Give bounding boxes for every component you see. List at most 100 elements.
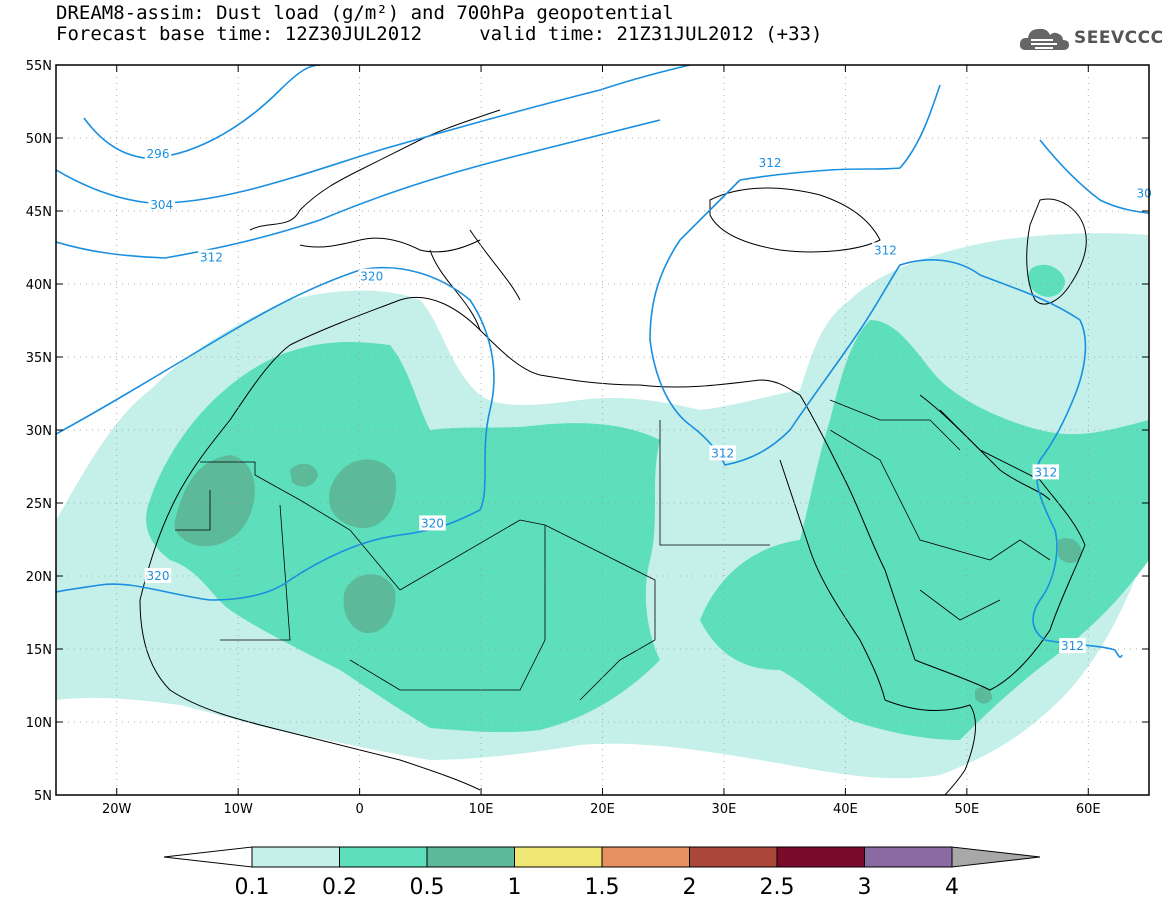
coastline-west-africa — [139, 344, 481, 791]
dust-medium-arabia — [700, 320, 1149, 740]
colorbar-segment — [864, 846, 953, 868]
contour-312-west — [56, 119, 661, 259]
lat-tick-label: 45N — [26, 205, 52, 220]
colorbar-segment — [339, 846, 428, 868]
lon-tick-label: 40E — [833, 802, 858, 817]
lat-tick-label: 30N — [26, 424, 52, 439]
colorbar-label: 0.2 — [322, 875, 357, 900]
contour-label: 312 — [1061, 639, 1084, 653]
contour-320-west — [56, 266, 495, 601]
dust-medium-sahara — [146, 342, 660, 733]
dust-dark-algeria-1 — [290, 463, 318, 487]
contour-label-bg — [1032, 464, 1060, 480]
coastline-north-africa — [289, 296, 801, 396]
contour-label: 320 — [421, 516, 444, 530]
geopotential-contours — [56, 65, 1149, 658]
dust-medium-caspian — [1028, 264, 1065, 297]
coastline-red-sea — [779, 394, 916, 701]
lat-tick-label: 35N — [26, 351, 52, 366]
coastline-horn-africa — [884, 699, 976, 795]
contour-label: 304 — [150, 198, 173, 212]
lon-tick-label: 20E — [590, 802, 615, 817]
lon-tick-label: 10E — [469, 802, 494, 817]
title-line-2: Forecast base time: 12Z30JUL2012 valid t… — [56, 23, 823, 45]
contour-label-bg — [419, 515, 446, 531]
contour-label-bg — [144, 568, 172, 583]
colorbar-label: 3 — [858, 875, 872, 900]
coastline-europe — [249, 109, 521, 331]
lon-tick-label: 10W — [223, 802, 253, 817]
contour-label-bg — [358, 268, 386, 284]
dust-dark-areas — [174, 455, 1082, 704]
contour-label: 312 — [200, 251, 223, 265]
contour-label: 312 — [1034, 465, 1057, 479]
contour-label-bg — [709, 445, 736, 461]
contour-296 — [83, 65, 321, 159]
colorbar-label: 0.1 — [235, 875, 270, 900]
colorbar-label: 1.5 — [585, 875, 620, 900]
lat-tick-label: 15N — [26, 643, 52, 658]
contour-label: 320 — [360, 270, 383, 284]
lat-tick-label: 20N — [26, 570, 52, 585]
colorbar-label: 2.5 — [760, 875, 795, 900]
colorbar-segment — [514, 846, 603, 868]
dust-dark-algeria-2 — [329, 459, 396, 529]
seevccc-logo: SEEVCCC — [1018, 20, 1164, 56]
colorbar-label: 1 — [508, 875, 522, 900]
colorbar-over-triangle — [951, 846, 1041, 868]
contour-label: 30 — [1137, 186, 1152, 200]
coastlines — [139, 109, 1087, 795]
dust-medium-areas — [146, 264, 1149, 740]
grid-lines — [56, 65, 1149, 795]
contour-label: 296 — [147, 147, 170, 161]
lon-tick-label: 20W — [102, 802, 132, 817]
contour-312-mideast — [649, 84, 1123, 658]
contour-label-bg — [148, 197, 175, 213]
lat-tick-label: 5N — [34, 789, 52, 804]
coastline-black-sea — [709, 187, 881, 253]
contour-label-bg — [1059, 638, 1086, 654]
lat-tick-label: 10N — [26, 716, 52, 731]
contour-label: 312 — [759, 156, 782, 170]
cloud-icon — [1019, 28, 1069, 50]
colorbar-under-triangle — [163, 846, 253, 868]
contour-304 — [56, 65, 691, 204]
lon-tick-label: 0 — [355, 802, 363, 817]
contour-label: 312 — [874, 243, 897, 257]
dust-dark-mali — [343, 574, 396, 634]
lat-tick-label: 40N — [26, 278, 52, 293]
logo-text: SEEVCCC — [1074, 28, 1164, 48]
contour-label-bg — [872, 242, 899, 258]
axis-ticks — [56, 64, 1149, 796]
dust-dark-somalia — [975, 687, 992, 704]
country-borders — [175, 399, 1051, 701]
coastline-caspian — [1026, 198, 1087, 305]
colorbar-segment — [426, 846, 515, 868]
colorbar: 0.1 0.2 0.5 1 1.5 2 2.5 3 4 — [163, 846, 1041, 900]
contour-label-bg — [144, 146, 172, 162]
colorbar-label: 2 — [683, 875, 697, 900]
lat-tick-label: 50N — [26, 132, 52, 147]
dust-dark-western-sahara — [174, 455, 255, 547]
lon-tick-label: 30E — [712, 802, 737, 817]
contour-label-bg — [756, 154, 784, 170]
colorbar-label: 0.5 — [410, 875, 445, 900]
colorbar-label: 4 — [945, 875, 959, 900]
colorbar-segment — [601, 846, 690, 868]
contour-label: 312 — [711, 446, 734, 460]
contour-312-north — [1039, 139, 1149, 214]
colorbar-segment — [689, 846, 778, 868]
lon-tick-label: 60E — [1076, 802, 1101, 817]
lon-tick-label: 50E — [954, 802, 979, 817]
lat-tick-label: 25N — [26, 497, 52, 512]
lat-tick-label: 55N — [26, 59, 52, 74]
dust-dark-oman — [1058, 538, 1082, 564]
coastline-persian-gulf — [939, 409, 1051, 501]
colorbar-segment — [776, 846, 865, 868]
title-line-1: DREAM8-assim: Dust load (g/m²) and 700hP… — [56, 2, 674, 24]
contour-label-bg — [198, 249, 225, 265]
colorbar-segment — [251, 846, 340, 868]
axis-tick-labels: 20W 10W 0 10E 20E 30E 40E 50E 60E 55N 50N 45N 40N 35N… — [26, 59, 1101, 817]
